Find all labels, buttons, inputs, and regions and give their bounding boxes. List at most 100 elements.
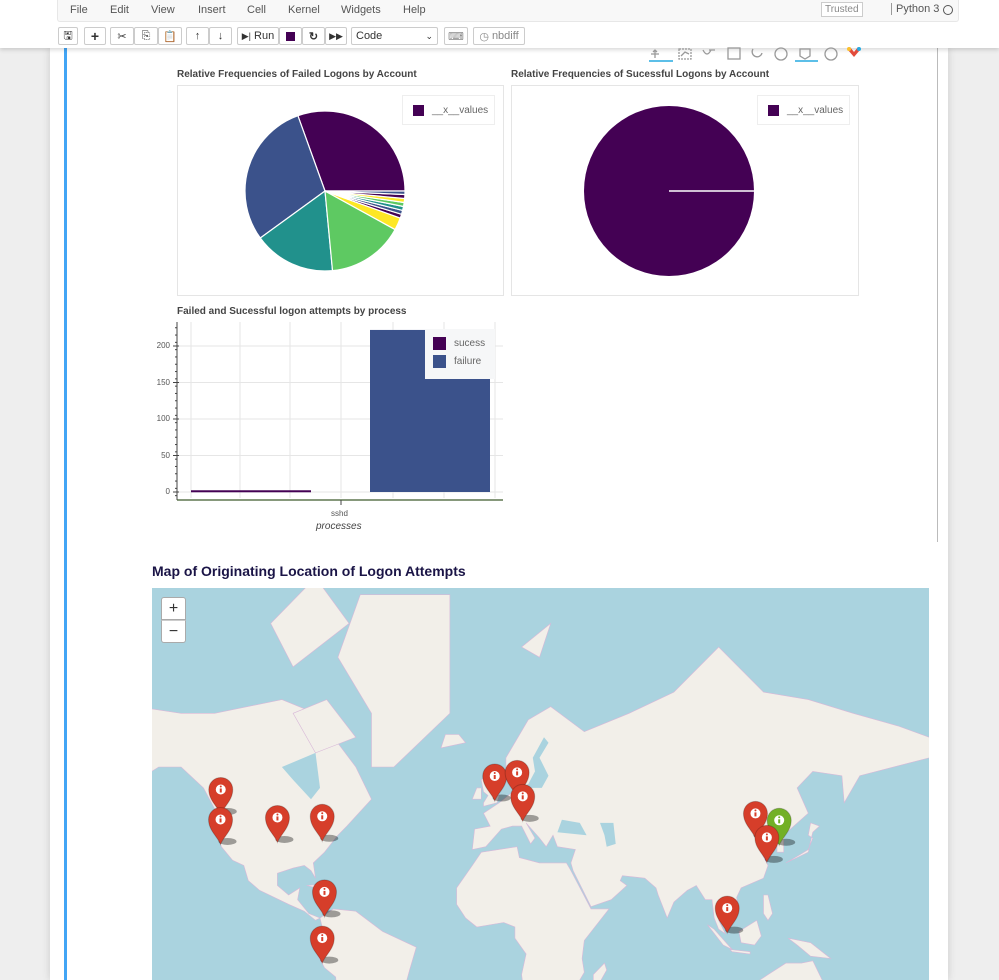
pie-slice (297, 110, 406, 192)
nbdiff-label: nbdiff (491, 30, 519, 42)
cut-button[interactable]: ✂ (110, 27, 134, 45)
land-japan (785, 822, 821, 864)
legend: sucess failure (425, 329, 495, 379)
water-black-sea (557, 819, 587, 836)
menu-widgets[interactable]: Widgets (341, 4, 381, 16)
box-select-icon[interactable] (727, 47, 741, 60)
notebook-header: File Edit View Insert Cell Kernel Widget… (0, 0, 999, 48)
map-marker[interactable] (309, 803, 339, 843)
map-marker[interactable] (208, 806, 237, 846)
box-zoom-icon[interactable] (678, 48, 692, 60)
menu-file[interactable]: File (70, 4, 88, 16)
land-baffin (292, 699, 357, 754)
stop-icon (286, 31, 295, 41)
legend-label: __x__values (432, 105, 489, 116)
arrow-down-icon: ↓ (217, 30, 224, 42)
info-icon-dot (521, 792, 524, 795)
reset-icon[interactable] (751, 48, 763, 58)
y-tick-label: 100 (156, 414, 170, 423)
selected-cell-indicator (64, 48, 67, 980)
menu-edit[interactable]: Edit (110, 4, 129, 16)
map-marker[interactable] (714, 895, 744, 935)
interrupt-button[interactable] (279, 27, 302, 45)
paste-button[interactable]: 📋 (158, 27, 182, 45)
pie-chart-successful: __x__values (511, 85, 859, 296)
land-eurasia (471, 646, 929, 935)
pie-chart-failed: __x__values (177, 85, 504, 296)
info-icon-dot (754, 809, 757, 812)
bar-success-sshd (191, 490, 311, 493)
map-marker[interactable] (309, 925, 339, 965)
map-marker[interactable] (510, 783, 539, 823)
cut-icon: ✂ (117, 30, 127, 43)
info-icon-dot (765, 833, 768, 836)
nbdiff-button[interactable]: ◷ nbdiff (473, 27, 525, 45)
save-button[interactable]: 🖫 (58, 27, 78, 45)
cell-type-value: Code (356, 30, 383, 42)
menu-cell[interactable]: Cell (247, 4, 266, 16)
legend-swatch (768, 104, 779, 116)
help-icon[interactable] (774, 47, 788, 61)
map-marker[interactable] (754, 824, 783, 864)
info-icon-glyph (321, 937, 324, 942)
cell-type-select[interactable]: Code ⌄ (351, 27, 438, 45)
move-down-button[interactable]: ↓ (209, 27, 232, 45)
info-icon-dot (726, 904, 729, 907)
legend-label: sucess (454, 338, 486, 350)
hover-icon[interactable] (795, 48, 818, 62)
bar-chart: 0 50 100 150 200 sshd processes sucess failu… (140, 320, 510, 535)
info-icon-dot (778, 816, 781, 819)
map-title: Map of Originating Location of Logon Att… (152, 563, 466, 579)
map-marker[interactable] (264, 804, 294, 844)
plus-icon: + (90, 28, 100, 44)
map-pin-icon (504, 759, 530, 799)
map-pin-icon (714, 895, 740, 935)
trusted-badge[interactable]: Trusted (821, 2, 863, 17)
insert-cell-button[interactable]: + (84, 27, 106, 45)
run-button[interactable]: ▶| Run (237, 27, 279, 45)
pie-slice (324, 190, 406, 196)
arrow-up-icon: ↑ (194, 30, 201, 42)
map-pin-icon (754, 824, 780, 864)
chevron-down-icon: ⌄ (425, 30, 433, 41)
pie-slice (244, 114, 326, 239)
menu-insert[interactable]: Insert (198, 4, 226, 16)
legend-swatch (433, 337, 446, 350)
legend-swatch (413, 104, 424, 116)
menu-help[interactable]: Help (403, 4, 426, 16)
world-map[interactable]: + − (152, 588, 929, 980)
move-up-button[interactable]: ↑ (186, 27, 209, 45)
menu-view[interactable]: View (151, 4, 175, 16)
x-axis-label: processes (316, 521, 362, 532)
wheel-zoom-icon[interactable] (702, 49, 715, 55)
info-icon-dot (493, 772, 496, 775)
map-marker[interactable] (311, 879, 341, 919)
marker-shadow (320, 956, 339, 964)
info-icon-glyph (726, 907, 729, 912)
bokeh-logo-icon[interactable] (847, 47, 861, 57)
legend-item-failure: failure (433, 355, 495, 368)
clock-icon: ◷ (479, 30, 489, 43)
copy-button[interactable]: ⎘ (134, 27, 158, 45)
map-marker[interactable] (482, 763, 511, 803)
marker-shadow (275, 835, 294, 843)
water-baltic-sea (521, 737, 549, 788)
info-icon-glyph (219, 818, 222, 823)
restart-run-all-button[interactable]: ▶▶ (325, 27, 347, 45)
zoom-in-button[interactable]: + (161, 597, 186, 620)
info-icon-glyph (276, 816, 279, 821)
legend-item-success: sucess (433, 337, 495, 355)
land-new-guinea (788, 937, 832, 959)
help-icon[interactable] (824, 47, 838, 61)
x-tick-label: sshd (331, 509, 348, 518)
command-palette-button[interactable]: ⌨ (444, 27, 468, 45)
zoom-out-button[interactable]: − (161, 620, 186, 643)
land-africa (456, 846, 610, 980)
map-pin-icon (208, 776, 234, 816)
pan-icon[interactable] (649, 49, 673, 62)
map-pin-icon (264, 804, 290, 844)
pie-slice (259, 189, 334, 272)
land-greenland (337, 594, 451, 768)
menu-kernel[interactable]: Kernel (288, 4, 320, 16)
restart-button[interactable]: ↻ (302, 27, 325, 45)
